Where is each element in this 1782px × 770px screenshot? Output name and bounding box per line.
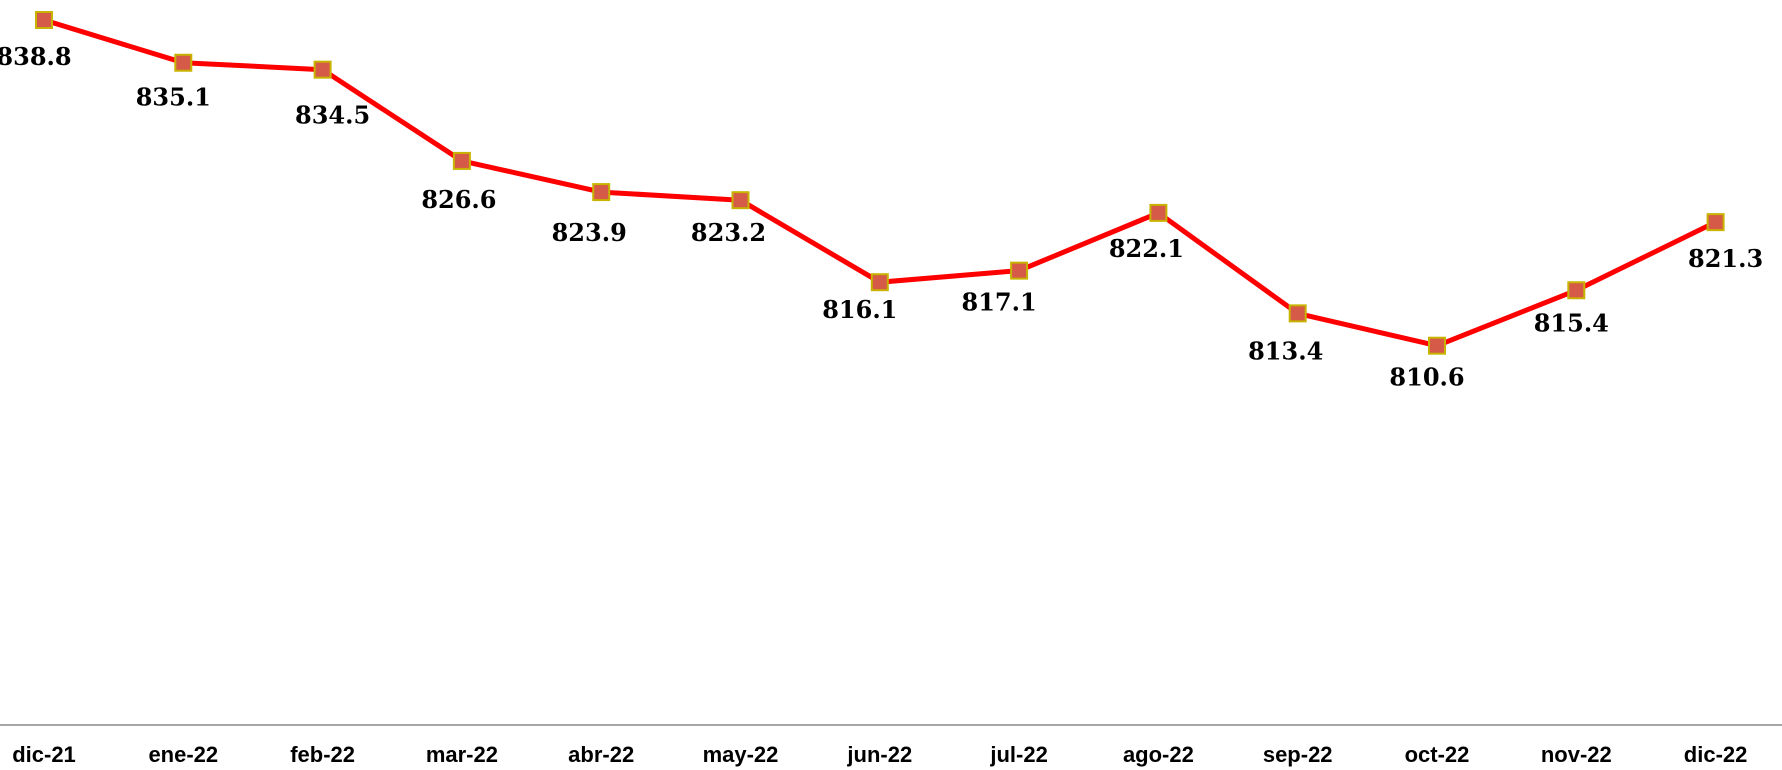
x-tick-label-ene-22: ene-22 [148, 742, 218, 767]
data-point-jul-22 [1010, 261, 1029, 280]
x-tick-label-group: dic-21 ene-22 feb-22 mar-22 abr-22 may-22 jun-… [12, 742, 1747, 767]
x-tick-label-may-22: may-22 [703, 742, 779, 767]
x-tick-label-nov-22: nov-22 [1541, 742, 1612, 767]
x-tick-label-abr-22: abr-22 [568, 742, 634, 767]
x-tick-label-oct-22: oct-22 [1405, 742, 1470, 767]
x-tick-label-jun-22: jun-22 [846, 742, 912, 767]
x-tick-label-jul-22: jul-22 [989, 742, 1047, 767]
data-point-dic-21 [35, 11, 53, 29]
data-label-dic-22: 821.3 [1688, 244, 1763, 273]
x-tick-label-sep-22: sep-22 [1263, 742, 1333, 767]
data-point-ago-22 [1149, 203, 1168, 222]
data-label-oct-22: 810.6 [1389, 363, 1464, 392]
x-tick-label-dic-21: dic-21 [12, 742, 76, 767]
data-label-nov-22: 815.4 [1534, 308, 1609, 337]
x-tick-label-mar-22: mar-22 [426, 742, 498, 767]
data-point-ene-22 [174, 53, 193, 72]
marker-group [35, 11, 1725, 355]
data-point-dic-22 [1706, 213, 1725, 232]
data-label-jul-22: 817.1 [962, 288, 1037, 317]
data-label-abr-22: 823.9 [552, 218, 627, 247]
data-point-sep-22 [1288, 304, 1307, 323]
data-point-mar-22 [452, 151, 471, 170]
data-point-abr-22 [592, 183, 611, 202]
data-label-may-22: 823.2 [691, 218, 766, 247]
data-label-ene-22: 835.1 [136, 83, 211, 112]
data-point-nov-22 [1567, 281, 1586, 300]
data-point-jun-22 [870, 273, 889, 292]
x-tick-label-feb-22: feb-22 [290, 742, 355, 767]
x-tick-label-ago-22: ago-22 [1123, 742, 1194, 767]
data-label-dic-21: 838.8 [0, 42, 72, 71]
data-label-sep-22: 813.4 [1248, 336, 1323, 365]
data-point-may-22 [731, 191, 750, 210]
data-label-group: 838.8 835.1 834.5 826.6 823.9 823.2 816.1 817.1… [0, 42, 1763, 392]
data-point-oct-22 [1428, 336, 1446, 355]
data-label-jun-22: 816.1 [822, 295, 897, 324]
data-label-mar-22: 826.6 [421, 185, 496, 214]
data-point-feb-22 [313, 60, 332, 79]
data-label-ago-22: 822.1 [1109, 234, 1184, 263]
x-tick-label-dic-22: dic-22 [1684, 742, 1748, 767]
data-label-feb-22: 834.5 [295, 101, 370, 130]
